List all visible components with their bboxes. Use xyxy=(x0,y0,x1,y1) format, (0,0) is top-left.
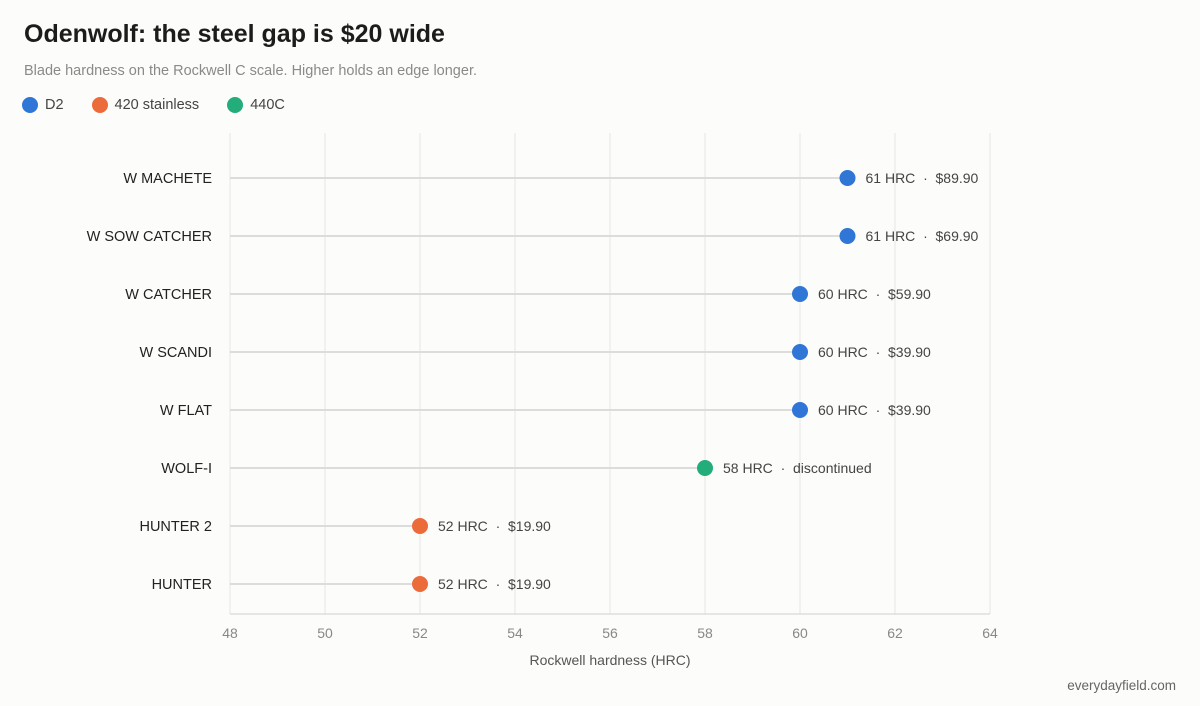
category-label-hunter: HUNTER xyxy=(152,577,212,593)
category-label-hunter-2: HUNTER 2 xyxy=(139,519,212,535)
dot-hunter xyxy=(412,576,428,592)
x-tick-label-62: 62 xyxy=(887,625,903,641)
legend-item-440c: 440C xyxy=(227,97,285,113)
value-label-w-catcher: 60 HRC · $59.90 xyxy=(818,286,931,302)
x-tick-label-54: 54 xyxy=(507,625,523,641)
category-label-w-machete: W MACHETE xyxy=(123,171,212,187)
chart-title: Odenwolf: the steel gap is $20 wide xyxy=(24,20,445,48)
value-label-hunter: 52 HRC · $19.90 xyxy=(438,576,551,592)
legend-item-d2: D2 xyxy=(22,97,64,113)
x-tick-label-48: 48 xyxy=(222,625,238,641)
x-tick-label-60: 60 xyxy=(792,625,808,641)
dot-w-sow-catcher xyxy=(839,228,856,244)
dot-w-machete xyxy=(839,170,856,186)
value-label-w-sow-catcher: 61 HRC · $69.90 xyxy=(866,228,979,244)
x-tick-label-64: 64 xyxy=(982,625,998,641)
source-credit: everydayfield.com xyxy=(1067,678,1176,693)
legend-swatch-420-stainless xyxy=(91,97,108,113)
value-label-hunter-2: 52 HRC · $19.90 xyxy=(438,518,551,534)
value-label-w-flat: 60 HRC · $39.90 xyxy=(818,402,931,418)
dot-hunter-2 xyxy=(412,518,428,534)
value-label-w-machete: 61 HRC · $89.90 xyxy=(866,170,979,186)
legend-swatch-d2 xyxy=(22,97,38,113)
category-label-w-scandi: W SCANDI xyxy=(140,345,213,361)
legend-label-d2: D2 xyxy=(45,97,64,113)
dot-wolf-i xyxy=(697,460,713,476)
category-label-w-flat: W FLAT xyxy=(160,403,212,419)
chart-subtitle: Blade hardness on the Rockwell C scale. … xyxy=(24,63,477,79)
value-label-w-scandi: 60 HRC · $39.90 xyxy=(818,344,931,360)
legend-swatch-440c xyxy=(227,97,244,113)
dot-w-scandi xyxy=(792,344,808,360)
legend-label-420-stainless: 420 stainless xyxy=(114,97,200,113)
x-tick-label-50: 50 xyxy=(317,625,333,641)
category-label-w-sow-catcher: W SOW CATCHER xyxy=(87,229,212,245)
category-label-w-catcher: W CATCHER xyxy=(125,287,212,303)
x-tick-label-52: 52 xyxy=(412,625,428,641)
dot-w-catcher xyxy=(792,286,808,302)
legend: D2 420 stainless 440C xyxy=(22,97,313,113)
value-label-wolf-i: 58 HRC · discontinued xyxy=(723,460,872,476)
dot-w-flat xyxy=(792,402,808,418)
x-axis-label: Rockwell hardness (HRC) xyxy=(529,652,690,668)
legend-item-420-stainless: 420 stainless xyxy=(91,97,200,113)
legend-label-440c: 440C xyxy=(250,97,285,113)
x-tick-label-58: 58 xyxy=(697,625,713,641)
x-tick-label-56: 56 xyxy=(602,625,618,641)
category-label-wolf-i: WOLF-I xyxy=(161,461,212,477)
